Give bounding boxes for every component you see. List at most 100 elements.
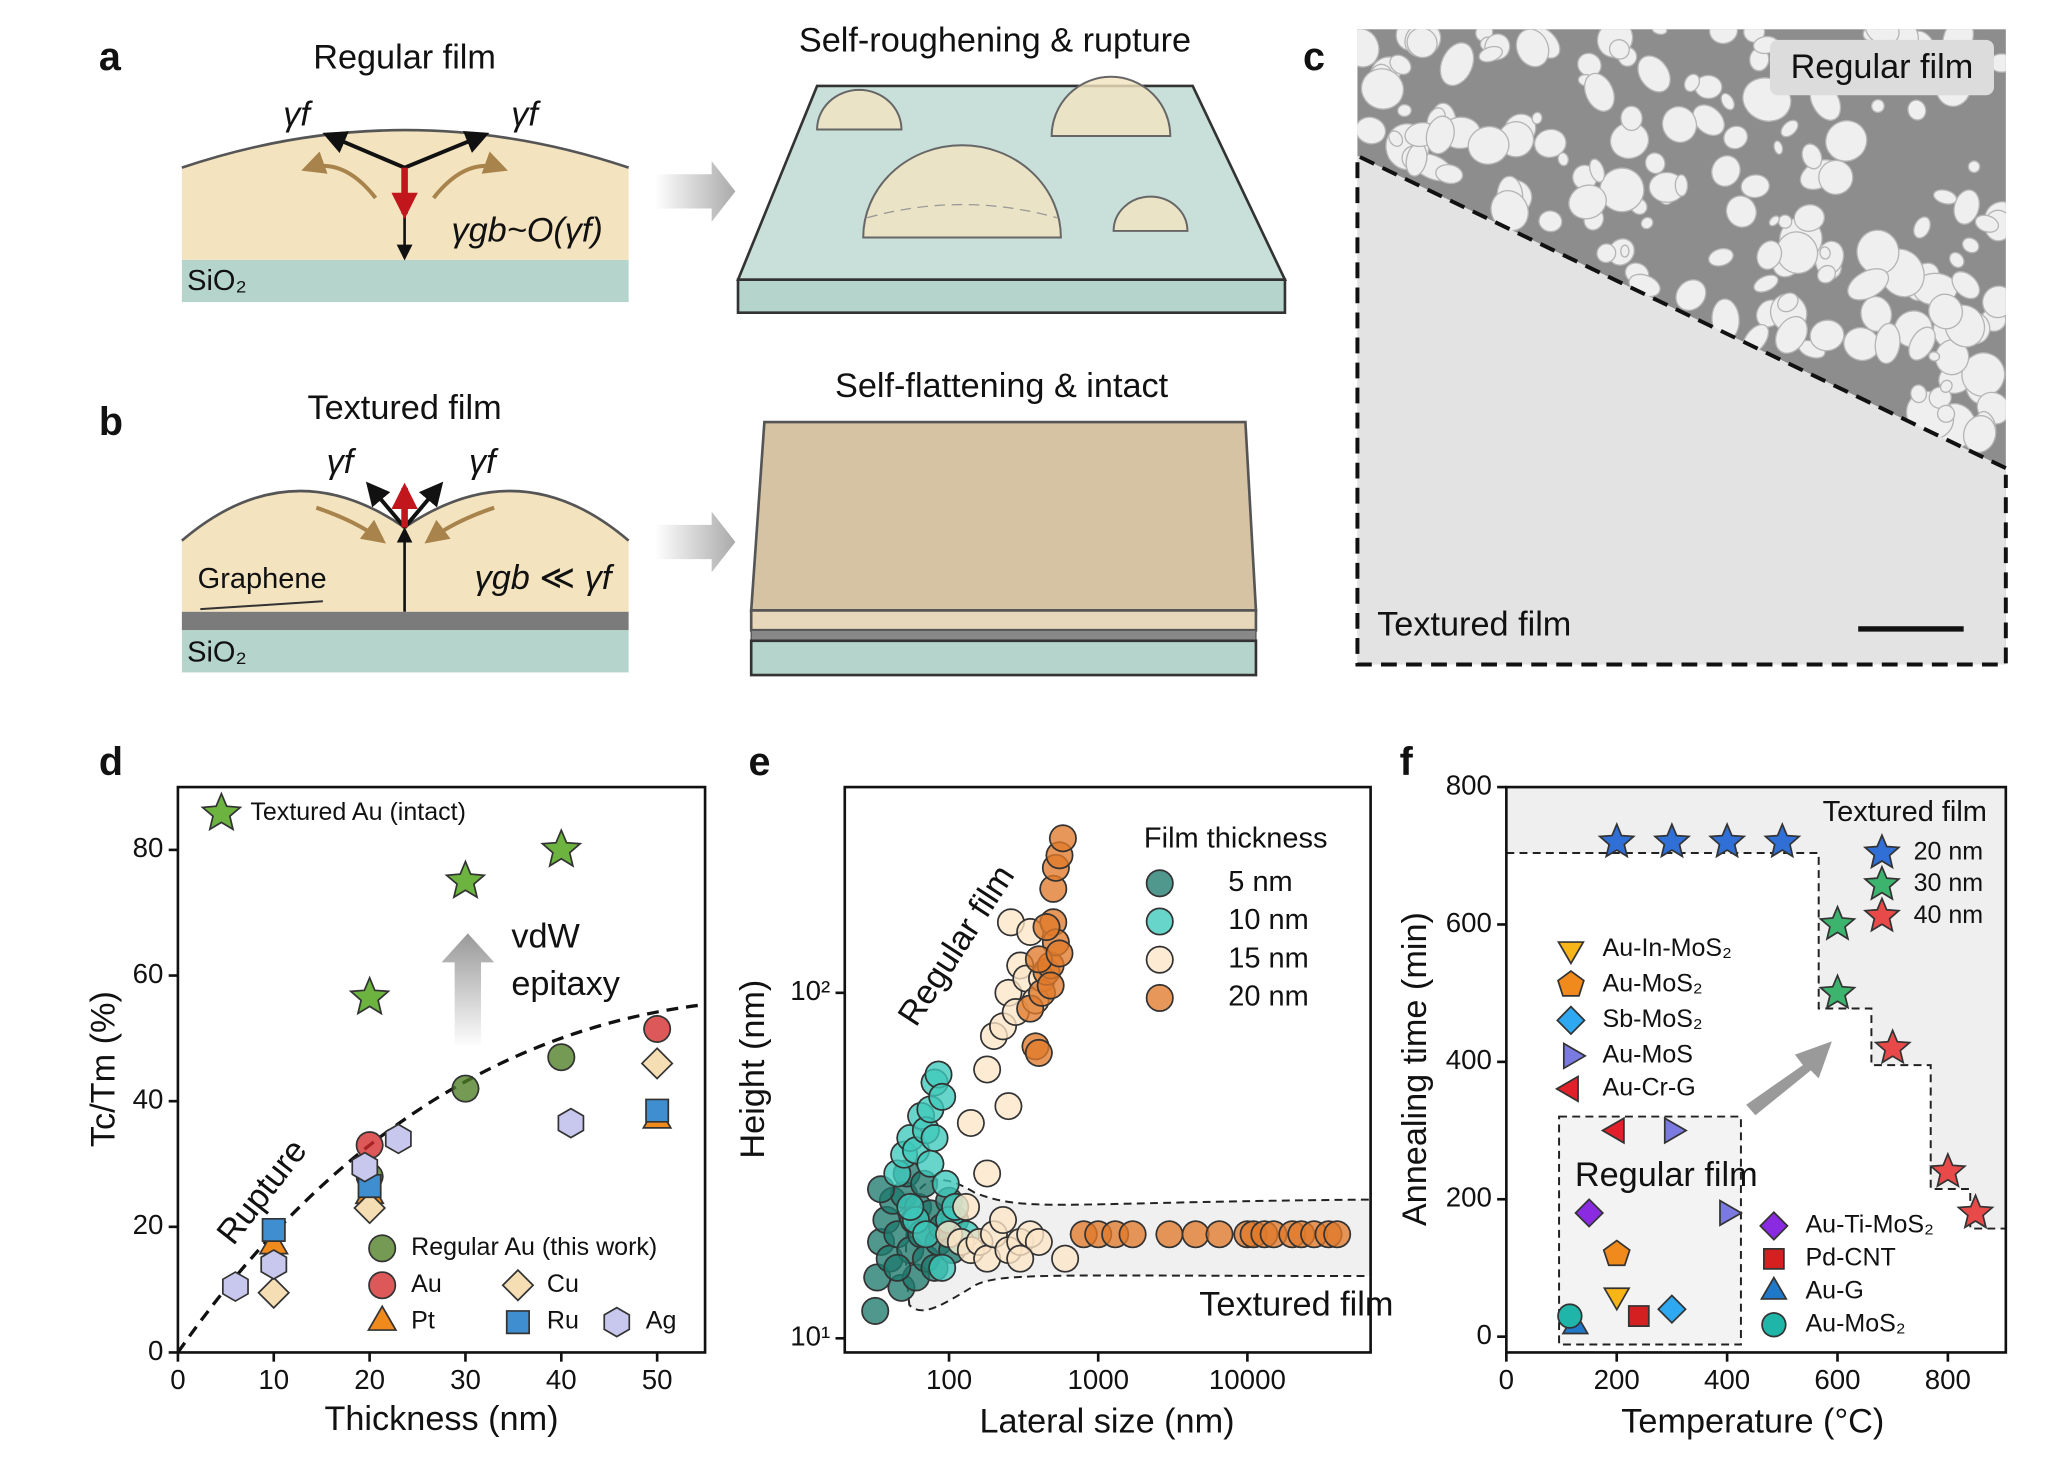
legend-label: Au-MoS: [1603, 1041, 1693, 1069]
x-tick-label: 20: [354, 1364, 385, 1395]
x-tick-label: 0: [170, 1364, 185, 1395]
island: [1683, 73, 1701, 93]
island: [1538, 210, 1563, 233]
island: [1388, 130, 1404, 147]
x-tick-label: 600: [1814, 1364, 1860, 1395]
island: [1675, 279, 1707, 312]
y-tick-label: 40: [133, 1083, 164, 1114]
legend-label: Ag: [646, 1307, 677, 1335]
panel-label: c: [1303, 35, 1325, 79]
legend-label: Sb-MoS₂: [1603, 1005, 1703, 1033]
label-box: [1769, 39, 1994, 96]
data-point: [1602, 1287, 1631, 1312]
island: [1740, 174, 1770, 199]
island: [1112, 195, 1189, 232]
legend-label: Ru: [547, 1307, 579, 1335]
data-point: [896, 1192, 925, 1222]
data-point: [1763, 822, 1802, 859]
annotation: Regular film: [1575, 1156, 1758, 1194]
island: [1435, 163, 1464, 185]
island: [1640, 216, 1654, 230]
data-point: [1657, 1294, 1687, 1325]
data-point: [911, 1220, 940, 1249]
data-point: [1048, 824, 1077, 853]
data-point: [1719, 1199, 1744, 1227]
data-point: [1024, 1038, 1053, 1067]
x-tick-label: 50: [642, 1364, 673, 1395]
panel-label: a: [99, 35, 122, 79]
data-point: [861, 1296, 890, 1325]
data-point: [1024, 945, 1053, 974]
island: [1723, 125, 1749, 150]
data-point: [384, 1123, 412, 1155]
legend-label: Pt: [411, 1307, 435, 1335]
arrow: [403, 481, 444, 529]
data-point: [355, 1131, 384, 1160]
boundary: [1355, 152, 2008, 667]
x-tick-label: 30: [450, 1364, 481, 1395]
island: [1908, 326, 1936, 361]
island: [1951, 271, 1981, 300]
island: [1870, 98, 1885, 114]
data-point: [1663, 1116, 1688, 1145]
legend-label: 20 nm: [1228, 981, 1309, 1013]
island: [1933, 189, 1958, 205]
data-point: [973, 1055, 1002, 1084]
arrow: [441, 933, 495, 1049]
label: γgb ≪ γf: [475, 559, 615, 597]
island: [1819, 246, 1831, 260]
legend-label: Au-MoS₂: [1806, 1309, 1906, 1337]
island: [1774, 315, 1808, 354]
island: [1050, 75, 1172, 138]
island: [1756, 240, 1783, 271]
legend-marker: [501, 1268, 535, 1302]
data-point: [540, 827, 583, 868]
data-point: [951, 1192, 981, 1222]
data-point: [1818, 973, 1857, 1010]
island: [1708, 29, 1739, 45]
island: [1910, 384, 1928, 404]
legend-label: Au-G: [1806, 1276, 1864, 1304]
caption: Self-roughening & rupture: [799, 22, 1191, 60]
x-tick-label: 10: [258, 1364, 289, 1395]
island: [1801, 143, 1823, 170]
data-point: [994, 1092, 1023, 1121]
y-tick-label: 0: [148, 1335, 163, 1366]
x-tick-label: 0: [1499, 1364, 1514, 1395]
label: γf: [327, 443, 357, 481]
island: [1967, 160, 1981, 174]
data-point: [1818, 904, 1857, 941]
y-tick-label: 200: [1446, 1182, 1492, 1213]
data-point: [557, 1107, 585, 1139]
island: [1467, 125, 1510, 165]
island: [1818, 159, 1854, 196]
island: [1780, 119, 1799, 138]
y-tick-label: 400: [1446, 1044, 1492, 1075]
legend-label: 30 nm: [1914, 869, 1984, 897]
data-point: [1708, 822, 1747, 859]
legend-marker: [1554, 1075, 1579, 1103]
legend-label: Pd-CNT: [1806, 1243, 1896, 1271]
y-axis-title: Height (nm): [734, 980, 772, 1159]
panel-label: b: [99, 400, 123, 444]
y-axis-title: Annealing time (min): [1396, 912, 1434, 1226]
substrate: [181, 259, 629, 303]
label: SiO₂: [187, 265, 247, 297]
data-point: [1652, 821, 1692, 859]
arrow: [322, 131, 406, 170]
panel-title: Regular film: [313, 39, 496, 77]
y-tick-label: 0: [1476, 1319, 1491, 1350]
y-tick-label: 10¹: [790, 1321, 830, 1352]
island: [1776, 231, 1819, 275]
textured-region: [1506, 787, 2006, 1229]
slab: [749, 420, 1258, 612]
legend-marker: [603, 1306, 631, 1338]
data-point: [956, 1108, 985, 1138]
arrow: [365, 481, 407, 529]
y-tick-label: 600: [1446, 907, 1492, 938]
legend-marker: [1557, 941, 1585, 966]
island: [1490, 190, 1529, 232]
x-tick-label: 400: [1704, 1364, 1750, 1395]
island: [1568, 184, 1607, 220]
legend-marker: [1145, 869, 1174, 898]
